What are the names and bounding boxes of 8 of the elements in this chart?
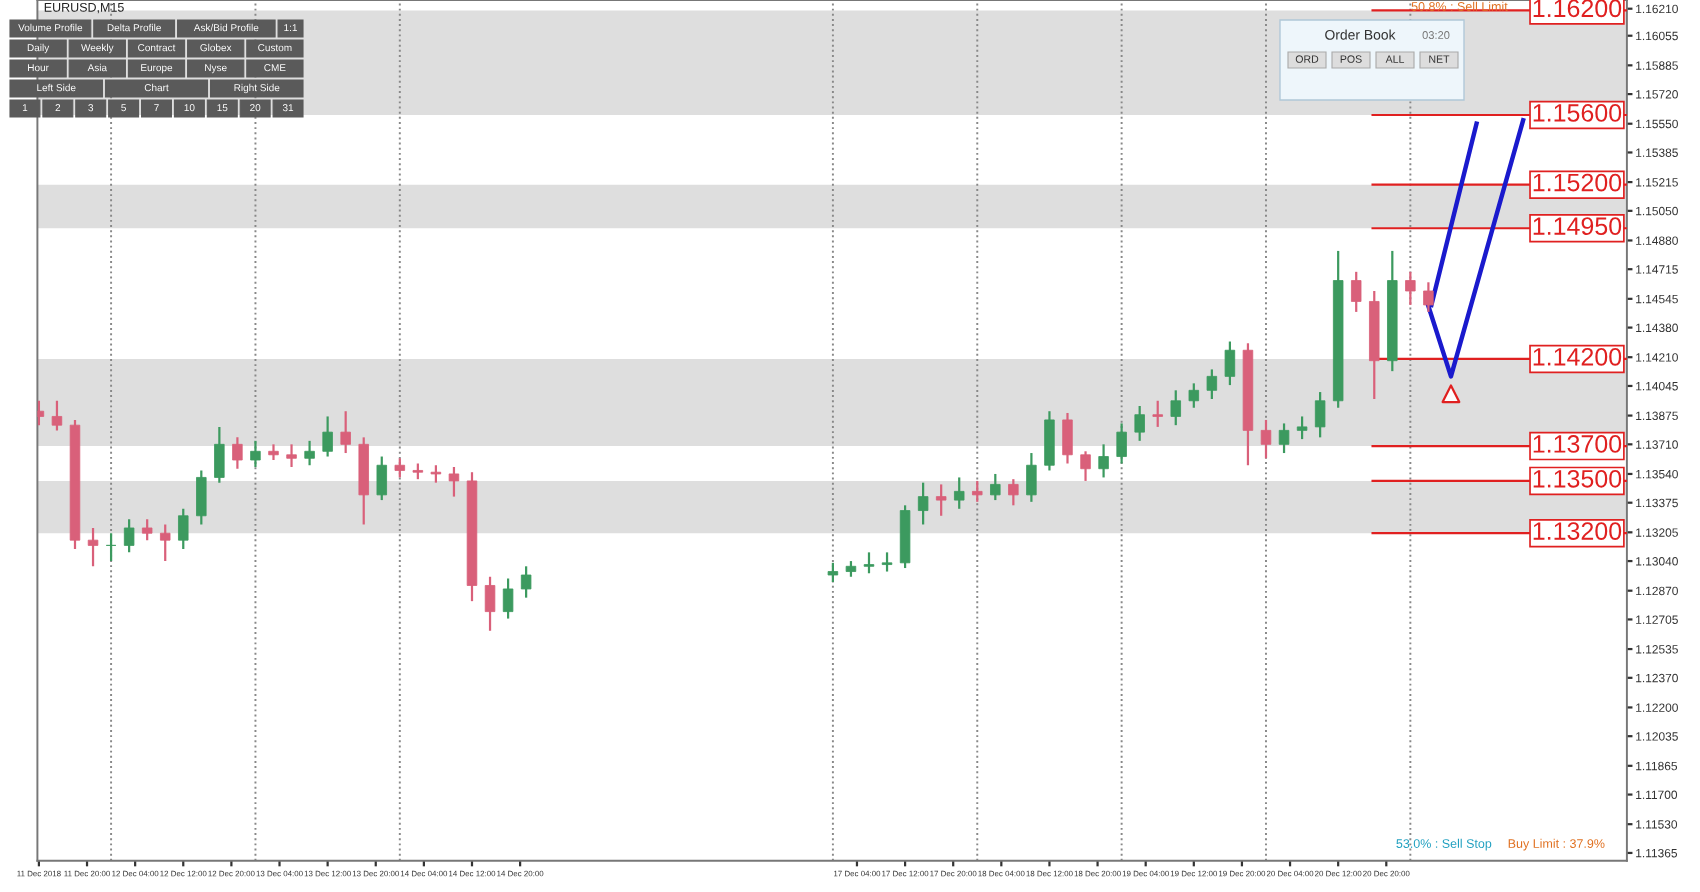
ref-line-label: 1.13500 bbox=[1533, 469, 1622, 488]
ref-line-label: 1.14200 bbox=[1533, 347, 1622, 366]
ref-line-label: 1.13700 bbox=[1533, 435, 1622, 453]
ref-line-label: 1.16200 bbox=[1533, 0, 1622, 18]
ref-line-label: 1.13200 bbox=[1533, 522, 1622, 540]
ref-line-label: 1.14950 bbox=[1533, 217, 1622, 235]
ref-line-label: 1.15600 bbox=[1533, 104, 1622, 122]
ref-line-label: 1.15200 bbox=[1533, 173, 1622, 192]
